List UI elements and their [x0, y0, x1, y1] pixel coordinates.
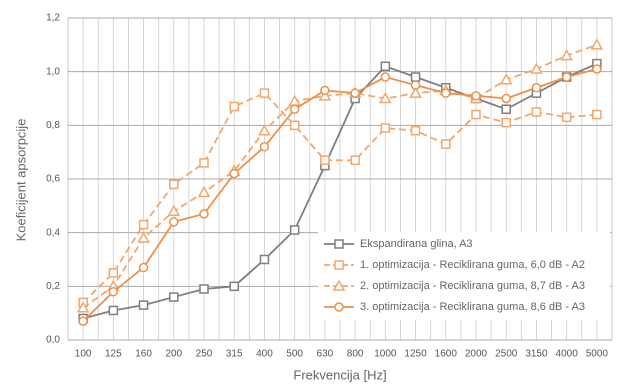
- x-tick-label: 3150: [525, 349, 548, 360]
- marker: [380, 72, 391, 82]
- marker: [501, 104, 511, 114]
- marker: [289, 104, 300, 114]
- marker: [138, 262, 149, 273]
- marker: [199, 209, 209, 219]
- legend-marker: [332, 279, 346, 291]
- marker: [108, 268, 119, 278]
- y-tick-label: 1,0: [46, 66, 60, 77]
- marker: [471, 109, 481, 120]
- marker: [199, 158, 209, 168]
- legend-marker: [334, 239, 344, 249]
- marker: [76, 301, 90, 313]
- y-tick-label: 0,8: [46, 120, 60, 131]
- marker: [441, 139, 451, 149]
- x-tick-label: 200: [165, 349, 182, 360]
- legend-text: Ekspandirana glina, A3: [360, 238, 473, 250]
- x-tick-label: 125: [105, 349, 122, 360]
- marker: [108, 286, 119, 297]
- x-tick-label: 5000: [586, 349, 609, 360]
- legend-marker: [334, 302, 344, 312]
- marker: [229, 101, 239, 112]
- marker: [229, 281, 239, 292]
- legend-text: 3. optimizacija - Reciklirana guma, 8,6 …: [360, 301, 585, 313]
- x-tick-label: 1000: [374, 349, 397, 360]
- y-tick-label: 1,2: [46, 13, 60, 24]
- marker: [592, 109, 602, 120]
- marker: [320, 155, 330, 165]
- y-tick-label: 0,6: [46, 174, 60, 185]
- x-tick-label: 800: [347, 349, 364, 360]
- marker: [137, 231, 150, 243]
- marker: [561, 112, 572, 123]
- marker: [471, 91, 481, 101]
- marker: [441, 88, 451, 98]
- marker: [259, 254, 270, 265]
- marker: [199, 284, 209, 294]
- marker: [229, 168, 239, 179]
- x-tick-label: 4000: [556, 349, 579, 360]
- x-tick-label: 2500: [495, 349, 518, 360]
- marker: [138, 219, 149, 230]
- y-tick-label: 0,2: [46, 281, 60, 292]
- marker: [530, 62, 543, 74]
- marker: [258, 124, 271, 136]
- legend-marker: [334, 260, 344, 270]
- marker: [590, 38, 604, 50]
- marker: [410, 125, 421, 136]
- marker: [169, 292, 179, 302]
- y-tick-label: 0,4: [46, 227, 60, 238]
- marker: [197, 185, 211, 198]
- marker: [289, 120, 300, 131]
- series-line: [82, 68, 598, 322]
- series-line: [82, 62, 598, 320]
- marker: [289, 225, 300, 235]
- marker: [108, 305, 119, 316]
- x-tick-label: 400: [256, 349, 273, 360]
- marker: [531, 83, 542, 93]
- x-tick-label: 100: [75, 349, 92, 360]
- y-axis-title: Koeficijent apsorpcije: [13, 119, 28, 242]
- marker: [138, 300, 149, 310]
- marker: [167, 204, 181, 216]
- marker: [501, 117, 511, 128]
- x-axis-title: Frekvencija [Hz]: [293, 367, 386, 382]
- marker: [499, 73, 513, 85]
- x-tick-label: 630: [317, 349, 334, 360]
- marker: [320, 85, 330, 96]
- legend-text: 1. optimizacija - Reciklirana guma, 6,0 …: [360, 259, 585, 271]
- marker: [410, 72, 421, 82]
- marker: [318, 89, 332, 101]
- x-tick-label: 250: [196, 349, 213, 360]
- marker: [409, 86, 422, 98]
- marker: [560, 49, 573, 61]
- x-tick-label: 1600: [435, 349, 458, 360]
- x-tick-label: 315: [226, 349, 243, 360]
- legend-text: 2. optimizacija - Reciklirana guma, 8,7 …: [360, 280, 585, 292]
- marker: [259, 88, 270, 98]
- marker: [561, 72, 572, 82]
- marker: [501, 93, 511, 104]
- x-tick-label: 500: [286, 349, 303, 360]
- marker: [592, 64, 602, 74]
- marker: [350, 88, 360, 98]
- x-tick-label: 1250: [404, 349, 427, 360]
- marker: [169, 179, 179, 190]
- marker: [531, 107, 542, 117]
- marker: [410, 80, 421, 90]
- x-tick-label: 2000: [465, 349, 488, 360]
- marker: [78, 316, 88, 326]
- y-tick-label: 0,0: [46, 335, 60, 346]
- marker: [259, 142, 270, 152]
- series-line: [82, 92, 597, 304]
- legend-box: [318, 232, 610, 320]
- marker: [379, 91, 392, 104]
- x-tick-label: 160: [135, 349, 152, 360]
- marker: [169, 217, 179, 227]
- marker: [350, 155, 360, 165]
- marker: [380, 123, 391, 133]
- marker: [380, 61, 391, 72]
